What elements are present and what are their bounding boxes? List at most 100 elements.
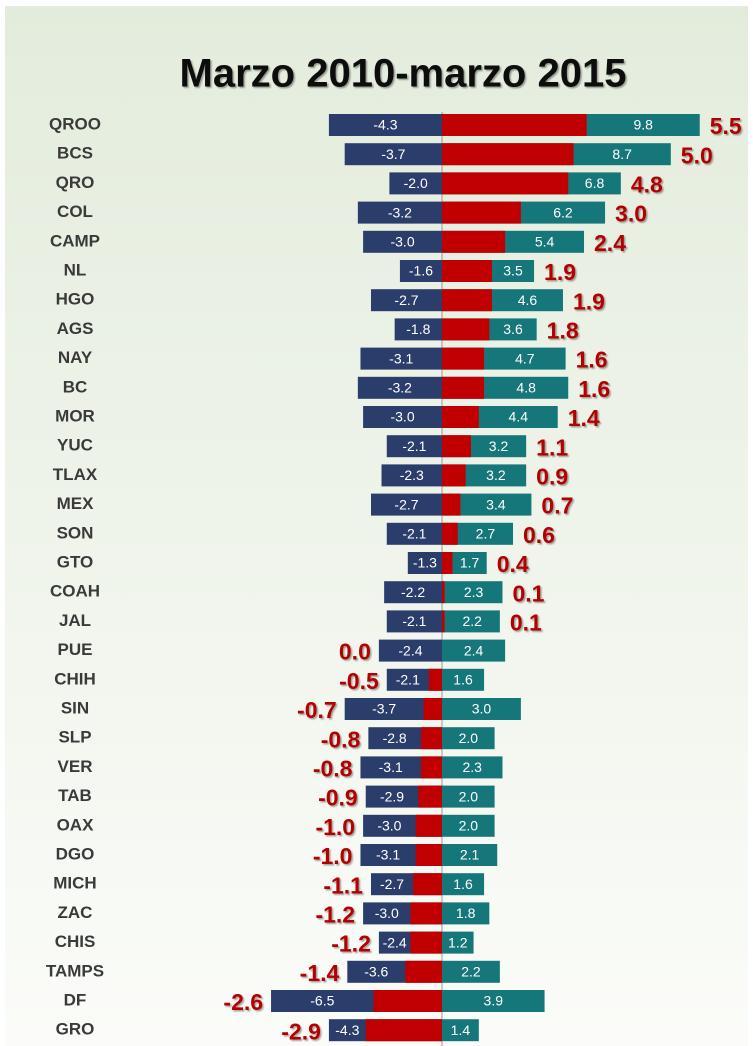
bar: [363, 230, 442, 253]
bar-label: 4.7: [515, 350, 535, 366]
bar-label: -2.7: [394, 292, 418, 308]
bar-label: -2.2: [401, 584, 425, 600]
category-label: SON: [57, 523, 94, 542]
net-label: -1.0: [313, 843, 353, 869]
bar: [357, 376, 442, 399]
net-label: -0.8: [321, 726, 361, 752]
category-label: TLAX: [53, 465, 98, 484]
bar: [442, 639, 506, 662]
bar-label: 1.2: [448, 934, 468, 950]
net-label: 3.0: [615, 201, 647, 227]
bar: [386, 668, 442, 691]
bar-label: 6.2: [553, 204, 573, 220]
net-label: 2.4: [594, 230, 626, 256]
net-label: -1.0: [315, 814, 355, 840]
bar-label: 2.3: [464, 584, 484, 600]
bar-label: -2.4: [383, 934, 407, 950]
bar: [442, 318, 490, 341]
bar: [442, 610, 445, 633]
bar: [442, 493, 532, 516]
bar-label: 1.8: [456, 905, 476, 921]
category-label: DF: [64, 990, 87, 1009]
net-label: -1.2: [315, 901, 355, 927]
bar-label: 3.4: [486, 496, 506, 512]
bar-label: -2.0: [404, 175, 428, 191]
bar-label: 2.0: [459, 818, 479, 834]
bar-label: -4.3: [373, 117, 397, 133]
bar: [344, 143, 442, 166]
bar: [386, 610, 442, 633]
category-label: HGO: [56, 290, 95, 309]
bar-label: -1.8: [406, 321, 430, 337]
bar: [442, 406, 479, 428]
bar: [381, 464, 442, 487]
bar: [442, 668, 485, 691]
net-label: -1.2: [331, 931, 371, 957]
category-label: NAY: [58, 348, 93, 367]
category-label: QRO: [56, 173, 95, 192]
bar-label: -3.0: [375, 905, 399, 921]
bar: [442, 698, 521, 720]
bar: [442, 1019, 479, 1042]
net-label: 5.5: [710, 113, 742, 139]
net-label: 1.6: [576, 347, 608, 373]
net-label: 5.0: [681, 142, 713, 168]
bar-label: -2.1: [402, 438, 426, 454]
bar-label: 4.8: [516, 380, 536, 396]
net-label: -0.9: [318, 785, 358, 811]
bar: [442, 844, 498, 866]
bar: [442, 960, 500, 983]
category-label: TAMPS: [46, 961, 104, 980]
bar: [442, 873, 485, 896]
net-label: 0.7: [541, 493, 573, 519]
bar: [420, 756, 442, 779]
category-label: PUE: [58, 640, 93, 659]
bar: [399, 260, 442, 282]
bar: [378, 639, 442, 662]
bar: [370, 493, 442, 516]
bar: [442, 931, 474, 954]
net-label: 4.8: [631, 171, 663, 197]
bar: [373, 990, 442, 1012]
bar: [328, 114, 442, 136]
bar-label: -2.7: [380, 876, 404, 892]
bar: [442, 376, 485, 399]
bar: [442, 581, 445, 604]
bar: [428, 668, 442, 691]
bar: [405, 960, 442, 983]
bar: [442, 522, 514, 545]
bar-label: -2.9: [380, 788, 404, 804]
bar-label: 3.9: [484, 993, 504, 1009]
bar-label: -3.1: [389, 350, 413, 366]
bar-label: 1.6: [453, 672, 473, 688]
net-label: 1.8: [547, 317, 579, 343]
bar: [410, 931, 442, 954]
net-label: -2.6: [223, 989, 263, 1015]
bar-label: -2.1: [396, 672, 420, 688]
bar: [442, 464, 466, 487]
bar-label: -2.1: [402, 526, 426, 542]
category-label: MEX: [57, 494, 95, 513]
bar-label: 1.6: [453, 876, 473, 892]
net-label: 0.0: [339, 639, 371, 665]
bar-label: 3.5: [503, 263, 523, 279]
bar-label: -3.0: [390, 409, 414, 425]
bar-label: 2.4: [464, 642, 484, 658]
bar: [344, 698, 442, 720]
bar-label: -2.1: [402, 613, 426, 629]
bar-label: -2.3: [400, 467, 424, 483]
bar: [442, 522, 458, 545]
bar: [386, 435, 442, 458]
bar: [442, 172, 569, 195]
category-label: QROO: [49, 114, 101, 133]
bar: [410, 902, 442, 925]
category-label: CHIS: [55, 932, 96, 951]
bar-label: -3.1: [376, 847, 400, 863]
category-label: ZAC: [58, 903, 93, 922]
category-label: DGO: [56, 844, 95, 863]
net-label: 0.9: [536, 463, 568, 489]
bar: [442, 143, 574, 166]
bar: [442, 814, 495, 837]
net-label: 0.1: [512, 580, 544, 606]
